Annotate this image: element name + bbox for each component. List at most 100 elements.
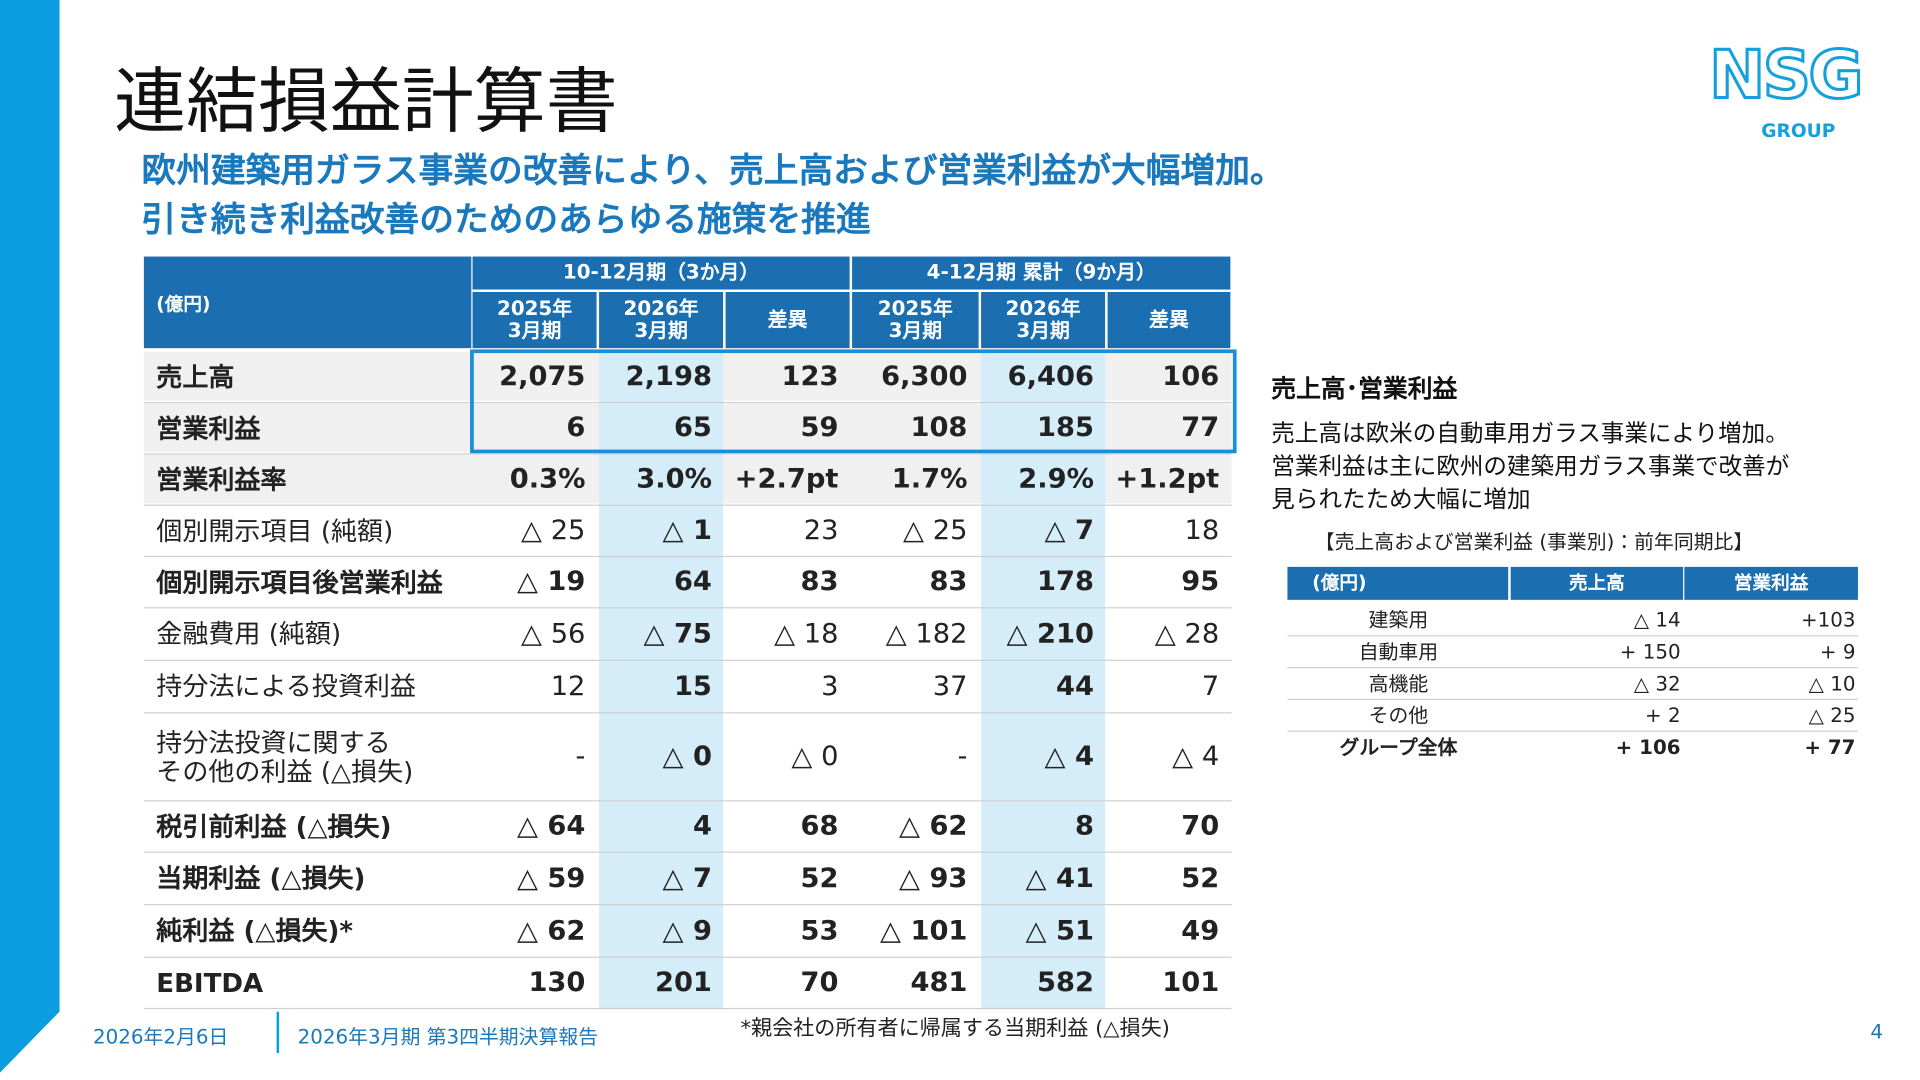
value-cell: 83 [929,567,968,598]
value-cell: △ 9 [662,916,712,947]
header-cell [143,256,472,349]
row-line [143,607,1232,609]
value-cell: △ 7 [662,863,712,895]
side-value: △ 25 [1808,703,1856,727]
value-cell: 481 [910,968,968,999]
side-label: 建築用 [1368,608,1429,632]
column-header: 差異 [1107,291,1231,349]
column-header: 2025年 3月期 [852,291,979,349]
row-line [143,504,1232,506]
value-cell: 0.3% [509,464,586,496]
side-value: △ 14 [1633,608,1681,632]
value-cell: △ 182 [885,619,968,650]
value-cell: △ 93 [898,863,968,895]
value-cell: 53 [800,916,839,947]
row-label: 当期利益 (△損失) [156,864,366,894]
row-line [143,851,1232,853]
value-cell: △ 7 [1044,515,1094,547]
side-row-line [1287,730,1858,732]
row-label: 純利益 (△損失)* [156,916,354,947]
value-cell: +1.2pt [1115,464,1220,496]
value-cell: 6,300 [881,362,968,393]
row-line [143,1007,1232,1010]
value-cell: 95 [1181,567,1220,598]
side-value: △ 32 [1633,671,1681,695]
value-cell: 6,406 [1007,362,1094,393]
value-cell: 12 [550,671,586,703]
value-cell: 2.9% [1018,464,1094,496]
value-cell: 77 [1181,413,1220,444]
side-title: 売上高･営業利益 [1271,373,1458,404]
footer-divider [276,1011,280,1054]
value-cell: △ 28 [1154,619,1220,650]
column-header: 2025年 3月期 [472,291,597,349]
value-cell: △ 18 [774,619,839,650]
value-cell: 1.7% [891,464,968,496]
side-text: 見られたため大幅に増加 [1271,486,1531,514]
value-cell: △ 41 [1025,863,1094,895]
row-line [143,659,1232,661]
row-label: 個別開示項目後営業利益 [156,567,443,598]
value-cell: △ 1 [662,515,712,547]
row-label: 持分法による投資利益 [156,672,416,702]
side-row-line [1287,635,1858,637]
value-cell: - [957,741,968,773]
side-label: グループ全体 [1339,735,1458,759]
side-text: 売上高は欧米の自動車用ガラス事業により増加。 [1271,420,1789,448]
value-cell: △ 0 [662,741,712,773]
row-line [143,956,1232,958]
side-header: (億円) [1287,566,1509,600]
value-cell: △ 56 [521,619,586,650]
side-header: 売上高 [1510,566,1684,600]
value-cell: 101 [1162,968,1220,999]
value-cell: 49 [1181,916,1220,947]
side-note: 【売上高および営業利益 (事業別)：前年同期比】 [1314,530,1754,554]
value-cell: △ 62 [516,916,586,947]
row-line [143,453,1232,455]
row-label: 売上高 [156,362,235,393]
side-value: + 77 [1804,735,1856,759]
value-cell: 123 [781,362,839,393]
row-label: 税引前利益 (△損失) [156,812,392,842]
side-value: △ 10 [1808,671,1856,695]
value-cell: △ 25 [521,515,586,547]
value-cell: △ 4 [1044,741,1094,773]
value-cell: 70 [800,968,839,999]
highlight-cell [599,351,724,401]
value-cell: △ 75 [643,619,712,650]
value-cell: 23 [803,515,839,547]
logo: NSG [1708,35,1865,115]
highlight-frame [470,349,1237,454]
value-cell: +2.7pt [734,464,839,496]
side-row-line [1287,667,1858,669]
value-cell: 2,075 [499,362,586,393]
value-cell: △ 19 [516,567,586,598]
value-cell: △ 0 [791,741,839,773]
footnote: *親会社の所有者に帰属する当期利益 (△損失) [740,1016,1170,1041]
value-cell: △ 51 [1025,916,1094,947]
side-value: +103 [1800,608,1856,632]
highlight-cell [599,454,724,504]
value-cell: 7 [1201,671,1220,703]
value-cell: 3.0% [636,464,712,496]
value-cell: △ 62 [898,811,968,843]
column-header: 2026年 3月期 [981,291,1106,349]
row-label: 金融費用 (純額) [156,619,342,650]
value-cell: △ 101 [879,916,968,947]
value-cell: 8 [1074,811,1094,843]
value-cell: 3 [821,671,839,703]
subtitle: 欧州建築用ガラス事業の改善により、売上高および営業利益が大幅増加。 [141,150,1285,191]
value-cell: 44 [1055,671,1094,703]
value-cell: 185 [1036,413,1094,444]
value-cell: △ 59 [516,863,586,895]
value-cell: 18 [1184,515,1220,547]
value-cell: - [575,741,586,773]
value-cell: 70 [1181,811,1220,843]
value-cell: 130 [528,968,586,999]
value-cell: △ 25 [903,515,968,547]
row-label: 営業利益率 [156,465,287,495]
value-cell: 6 [566,413,586,444]
highlight-cell [981,403,1106,453]
value-cell: △ 64 [516,811,586,843]
